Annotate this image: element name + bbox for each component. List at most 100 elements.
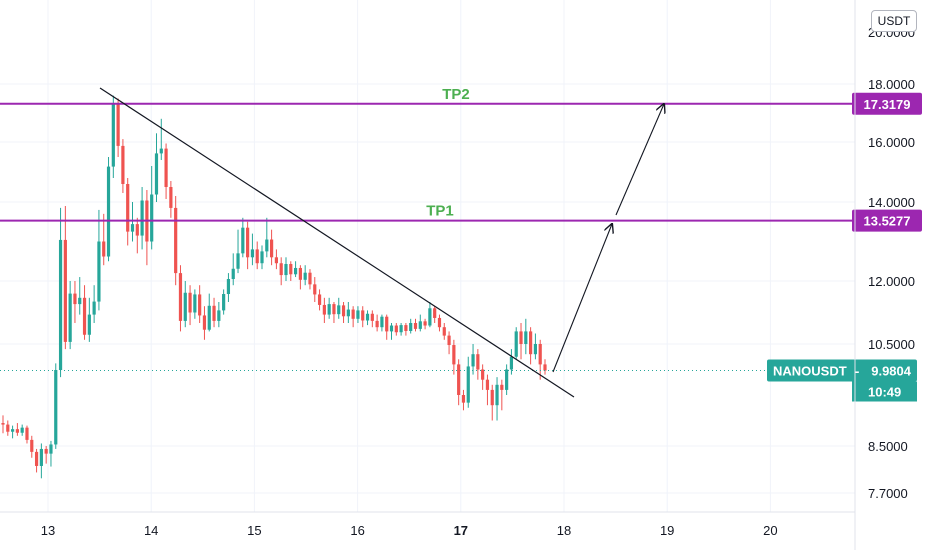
- candle: [39, 443, 43, 479]
- candle: [241, 217, 245, 258]
- candle: [428, 302, 432, 328]
- candle: [30, 435, 34, 458]
- y-tick-label: 14.0000: [868, 195, 915, 210]
- candle: [284, 257, 288, 281]
- candle: [413, 318, 418, 332]
- candle: [289, 261, 293, 281]
- candle: [207, 293, 211, 332]
- candle: [97, 209, 101, 311]
- candle: [485, 374, 490, 406]
- candle: [78, 277, 82, 315]
- candle: [409, 318, 413, 334]
- candle: [298, 265, 302, 290]
- candle: [303, 265, 307, 286]
- trendline[interactable]: [99, 87, 575, 398]
- candle: [317, 289, 322, 311]
- candle: [222, 289, 226, 315]
- candle: [313, 277, 317, 302]
- candle: [58, 207, 63, 378]
- candle: [514, 327, 518, 360]
- candle: [524, 318, 528, 355]
- candle: [481, 364, 485, 390]
- candle: [361, 306, 365, 328]
- symbol-price-badge: [767, 359, 917, 382]
- level-label-tp1: TP1: [426, 203, 454, 220]
- candle: [10, 425, 15, 439]
- candle: [365, 310, 370, 326]
- candle: [92, 285, 96, 323]
- candle: [183, 281, 187, 328]
- candle: [423, 318, 427, 330]
- candle: [529, 327, 533, 365]
- candle: [126, 178, 130, 246]
- candle: [519, 323, 523, 360]
- candle: [490, 384, 494, 421]
- candle: [116, 98, 120, 157]
- candle: [150, 166, 154, 250]
- candle: [389, 323, 394, 340]
- level-label-tp2: TP2: [442, 86, 470, 103]
- candle: [394, 323, 398, 336]
- currency-badge[interactable]: USDT: [871, 10, 917, 32]
- candle: [461, 389, 466, 411]
- candle: [337, 297, 341, 319]
- candle: [380, 314, 384, 332]
- candle: [327, 297, 331, 319]
- candle: [193, 289, 197, 319]
- symbol-label: NANOUSDT: [773, 363, 847, 378]
- candle: [202, 306, 207, 340]
- candle: [15, 423, 19, 436]
- x-tick-label: 14: [144, 523, 158, 538]
- x-tick-label: 17: [454, 523, 468, 538]
- y-tick-label: 7.7000: [868, 486, 908, 501]
- candle: [54, 363, 58, 449]
- y-tick-label: 10.5000: [868, 337, 915, 352]
- candle: [385, 314, 389, 340]
- candle: [447, 331, 451, 355]
- candle: [20, 424, 24, 436]
- x-tick-label: 20: [763, 523, 777, 538]
- annotations: TP2 17.3179 TP1 13.5277 NANOUSDT -9.9804 10:49: [0, 86, 922, 402]
- level-price-badge: [852, 209, 922, 232]
- candle: [121, 139, 125, 193]
- candle: [34, 448, 39, 473]
- x-tick-label: 18: [557, 523, 571, 538]
- candle: [68, 281, 72, 350]
- x-tick-label: 15: [247, 523, 261, 538]
- candle: [1, 415, 5, 434]
- level-price-text: 13.5277: [864, 214, 911, 229]
- candle: [106, 157, 111, 262]
- candle: [130, 202, 135, 242]
- candle: [174, 196, 178, 286]
- candle: [346, 302, 350, 323]
- y-tick-label: 16.0000: [868, 135, 915, 150]
- candle: [308, 269, 312, 290]
- candle: [279, 257, 283, 286]
- candle: [356, 306, 360, 323]
- projection-arrow-2[interactable]: [615, 104, 664, 216]
- x-tick-label: 13: [41, 523, 55, 538]
- y-tick-label: 8.5000: [868, 439, 908, 454]
- candle: [442, 323, 446, 340]
- candle: [471, 344, 475, 375]
- candle: [111, 95, 115, 178]
- candle: [293, 261, 298, 278]
- candle: [217, 302, 221, 328]
- candle: [135, 217, 139, 254]
- candle: [164, 143, 168, 199]
- candle: [231, 253, 235, 286]
- candle: [82, 285, 87, 340]
- candle: [533, 333, 538, 360]
- candle: [25, 425, 29, 444]
- grid: [0, 0, 855, 512]
- candle: [44, 446, 48, 464]
- y-tick-label: 18.0000: [868, 77, 915, 92]
- countdown-text: 10:49: [868, 384, 901, 399]
- candle: [495, 377, 499, 421]
- candle: [102, 213, 106, 266]
- candle: [73, 281, 77, 323]
- projection-arrow-1[interactable]: [552, 224, 612, 373]
- candle: [154, 133, 159, 202]
- candle: [332, 302, 336, 323]
